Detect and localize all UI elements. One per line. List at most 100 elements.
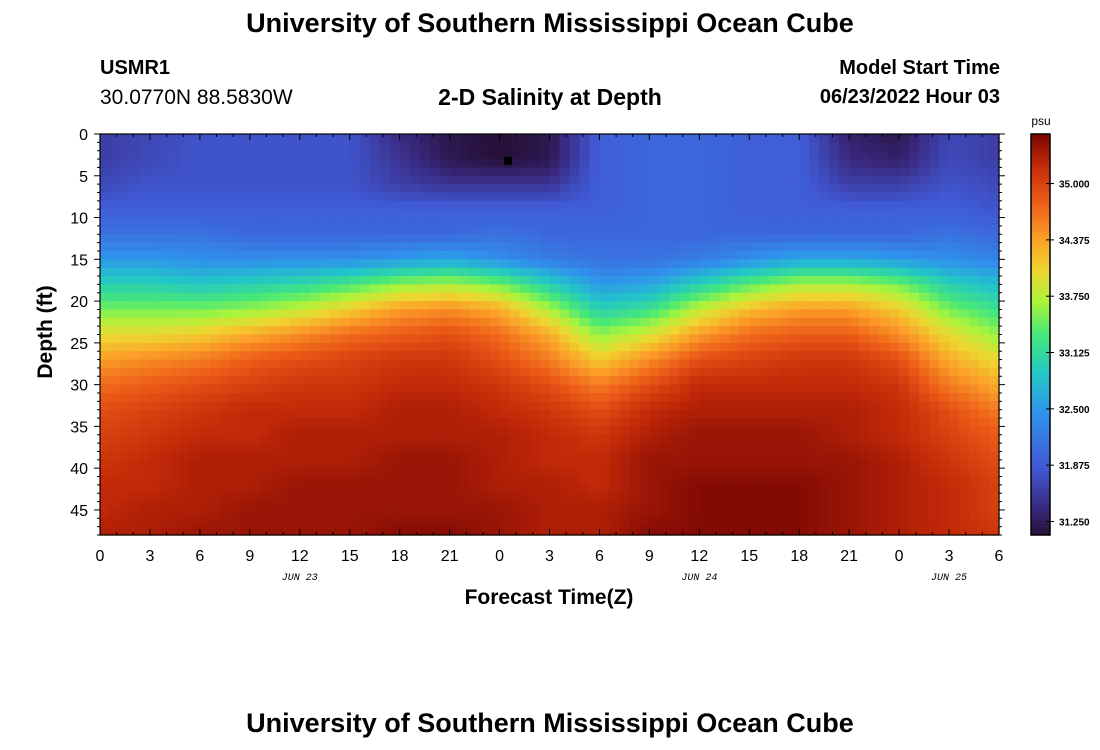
heatmap-cell — [309, 309, 321, 319]
heatmap-cell — [469, 317, 481, 327]
heatmap-cell — [269, 459, 281, 469]
heatmap-cell — [479, 459, 491, 469]
heatmap-cell — [459, 418, 471, 427]
heatmap-cell — [449, 317, 461, 327]
heatmap-cell — [329, 167, 341, 177]
heatmap-cell — [289, 351, 301, 361]
heatmap-cell — [989, 284, 1000, 294]
heatmap-cell — [219, 392, 231, 402]
heatmap-cell — [229, 451, 241, 461]
heatmap-cell — [249, 342, 261, 352]
heatmap-cell — [409, 468, 421, 478]
heatmap-cell — [929, 242, 940, 252]
heatmap-cell — [519, 301, 531, 311]
heatmap-cell — [479, 418, 491, 427]
x-tick-label: 3 — [545, 548, 554, 565]
heatmap-cell — [839, 134, 850, 143]
heatmap-cell — [979, 351, 990, 361]
heatmap-cell — [539, 167, 551, 177]
heatmap-cell — [719, 392, 730, 402]
heatmap-cell — [409, 150, 421, 160]
heatmap-cell — [899, 392, 910, 402]
heatmap-cell — [539, 250, 551, 260]
heatmap-cell — [849, 309, 860, 319]
heatmap-cell — [339, 434, 351, 444]
heatmap-cell — [879, 200, 890, 210]
heatmap-cell — [199, 184, 211, 194]
heatmap-cell — [739, 451, 750, 461]
heatmap-cell — [369, 443, 381, 453]
heatmap-cell — [569, 418, 581, 427]
heatmap-cell — [559, 225, 571, 235]
heatmap-cell — [529, 142, 541, 152]
heatmap-cell — [889, 451, 900, 461]
heatmap-cell — [549, 509, 561, 519]
heatmap-cell — [769, 217, 780, 227]
heatmap-cell — [879, 418, 890, 427]
heatmap-cell — [439, 209, 451, 219]
heatmap-cell — [629, 167, 640, 177]
heatmap-cell — [949, 317, 960, 327]
heatmap-cell — [799, 175, 810, 185]
heatmap-cell — [629, 234, 640, 244]
heatmap-cell — [319, 501, 331, 511]
heatmap-cell — [769, 468, 780, 478]
heatmap-cell — [199, 509, 211, 519]
heatmap-cell — [809, 401, 820, 411]
heatmap-cell — [989, 326, 1000, 336]
heatmap-cell — [389, 284, 401, 294]
heatmap-cell — [609, 209, 621, 219]
heatmap-cell — [359, 150, 371, 160]
heatmap-cell — [100, 200, 111, 210]
heatmap-cell — [119, 259, 131, 269]
heatmap-cell — [879, 359, 890, 369]
heatmap-cell — [679, 326, 690, 336]
heatmap-cell — [349, 234, 361, 244]
heatmap-cell — [409, 276, 421, 285]
heatmap-cell — [939, 217, 950, 227]
heatmap-cell — [139, 409, 151, 419]
heatmap-cell — [609, 242, 621, 252]
heatmap-cell — [839, 351, 850, 361]
heatmap-cell — [299, 342, 311, 352]
heatmap-cell — [859, 401, 870, 411]
heatmap-cell — [299, 526, 311, 536]
heatmap-cell — [959, 334, 970, 344]
heatmap-cell — [689, 334, 700, 344]
heatmap-cell — [339, 292, 351, 302]
heatmap-cell — [559, 434, 571, 444]
heatmap-cell — [779, 209, 790, 219]
heatmap-cell — [949, 242, 960, 252]
heatmap-cell — [299, 484, 311, 494]
heatmap-cell — [319, 150, 331, 160]
heatmap-cell — [969, 242, 980, 252]
heatmap-cell — [129, 351, 141, 361]
heatmap-cell — [689, 359, 700, 369]
heatmap-cell — [399, 518, 411, 528]
heatmap-cell — [579, 401, 591, 411]
heatmap-cell — [359, 192, 371, 202]
heatmap-cell — [209, 209, 221, 219]
heatmap-cell — [209, 451, 221, 461]
heatmap-cell — [469, 326, 481, 336]
heatmap-cell — [299, 234, 311, 244]
heatmap-cell — [609, 376, 621, 386]
heatmap-cell — [399, 159, 411, 169]
heatmap-cell — [499, 167, 511, 177]
heatmap-cell — [779, 250, 790, 260]
heatmap-cell — [359, 167, 371, 177]
heatmap-cell — [129, 250, 141, 260]
heatmap-cell — [969, 518, 980, 528]
heatmap-cell — [109, 493, 121, 503]
heatmap-cell — [749, 367, 760, 377]
heatmap-cell — [949, 392, 960, 402]
heatmap-cell — [519, 342, 531, 352]
heatmap-cell — [289, 376, 301, 386]
heatmap-cell — [589, 192, 601, 202]
heatmap-cell — [239, 292, 251, 302]
heatmap-cell — [749, 526, 760, 536]
heatmap-cell — [259, 359, 271, 369]
heatmap-cell — [919, 351, 930, 361]
heatmap-cell — [499, 443, 511, 453]
heatmap-cell — [849, 426, 860, 436]
